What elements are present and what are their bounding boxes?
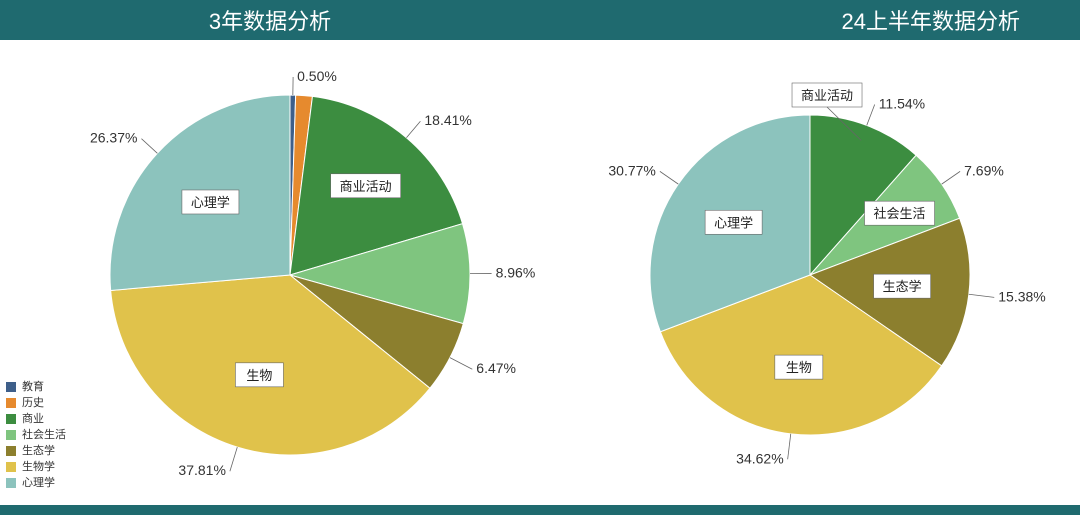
legend-label: 社会生活 (22, 427, 66, 443)
pct-label-ecology: 15.38% (998, 288, 1045, 304)
charts-area: 0.50% 18.41% 商业活动 8.96% 6.47% 37.81% 生物 26.37% 心… (0, 40, 1080, 515)
legend-item-social_life: 社会生活 (6, 427, 66, 443)
header-title-left: 3年数据分析 (0, 4, 540, 36)
pct-label-biology: 37.81% (178, 462, 225, 478)
svg-text:商业活动: 商业活动 (340, 179, 392, 194)
leader-line (141, 139, 157, 154)
svg-text:生态学: 生态学 (883, 279, 922, 294)
pct-label-psychology: 30.77% (608, 162, 655, 178)
footer-bar (0, 505, 1080, 515)
svg-text:商业活动: 商业活动 (801, 88, 853, 103)
legend-swatch (6, 462, 16, 472)
legend-swatch (6, 382, 16, 392)
svg-text:生物: 生物 (786, 360, 812, 375)
callout-social_life: 社会生活 (865, 201, 935, 225)
header-bar: 3年数据分析 24上半年数据分析 (0, 0, 1080, 40)
legend-label: 历史 (22, 395, 44, 411)
callout-business: 商业活动 (792, 83, 862, 107)
chart-3yr: 0.50% 18.41% 商业活动 8.96% 6.47% 37.81% 生物 26.37% 心… (0, 40, 560, 515)
callout-business: 商业活动 (331, 174, 401, 198)
leader-line (450, 358, 472, 370)
leader-line (406, 121, 420, 137)
legend-item-history: 历史 (6, 395, 66, 411)
legend-item-biology: 生物学 (6, 459, 66, 475)
legend-label: 生态学 (22, 443, 55, 459)
legend-swatch (6, 398, 16, 408)
legend-swatch (6, 478, 16, 488)
legend-label: 教育 (22, 379, 44, 395)
pct-label-ecology: 6.47% (476, 360, 516, 376)
callout-ecology: 生态学 (874, 274, 931, 298)
callout-psychology: 心理学 (182, 190, 239, 214)
leader-line (660, 171, 678, 184)
leader-line (788, 434, 791, 459)
legend: 教育历史商业社会生活生态学生物学心理学 (6, 379, 66, 491)
pct-label-social_life: 7.69% (964, 162, 1004, 178)
callout-psychology: 心理学 (705, 210, 762, 234)
callout-biology: 生物 (235, 363, 283, 387)
svg-text:心理学: 心理学 (191, 195, 230, 210)
legend-item-education: 教育 (6, 379, 66, 395)
pct-label-business: 11.54% (879, 95, 925, 111)
pct-label-education: 0.50% (297, 68, 337, 84)
legend-label: 生物学 (22, 459, 55, 475)
pct-label-biology: 34.62% (736, 450, 783, 466)
chart-24h1: 11.54% 商业活动 7.69% 社会生活 15.38% 生态学 34.62% 生物 30.7… (560, 40, 1080, 515)
leader-line (867, 104, 875, 125)
legend-swatch (6, 430, 16, 440)
pct-label-psychology: 26.37% (90, 130, 137, 146)
leader-line (969, 294, 994, 297)
svg-text:社会生活: 社会生活 (874, 206, 926, 221)
callout-biology: 生物 (775, 355, 823, 379)
legend-swatch (6, 446, 16, 456)
legend-label: 商业 (22, 411, 44, 427)
leader-line (230, 447, 237, 471)
header-title-right: 24上半年数据分析 (540, 4, 1080, 36)
leader-line (942, 171, 960, 184)
legend-swatch (6, 414, 16, 424)
pct-label-business: 18.41% (424, 112, 471, 128)
legend-item-ecology: 生态学 (6, 443, 66, 459)
svg-text:生物: 生物 (246, 368, 272, 383)
legend-item-business: 商业 (6, 411, 66, 427)
legend-label: 心理学 (22, 475, 55, 491)
svg-text:心理学: 心理学 (714, 215, 753, 230)
pct-label-social_life: 8.96% (496, 264, 536, 280)
legend-item-psychology: 心理学 (6, 475, 66, 491)
